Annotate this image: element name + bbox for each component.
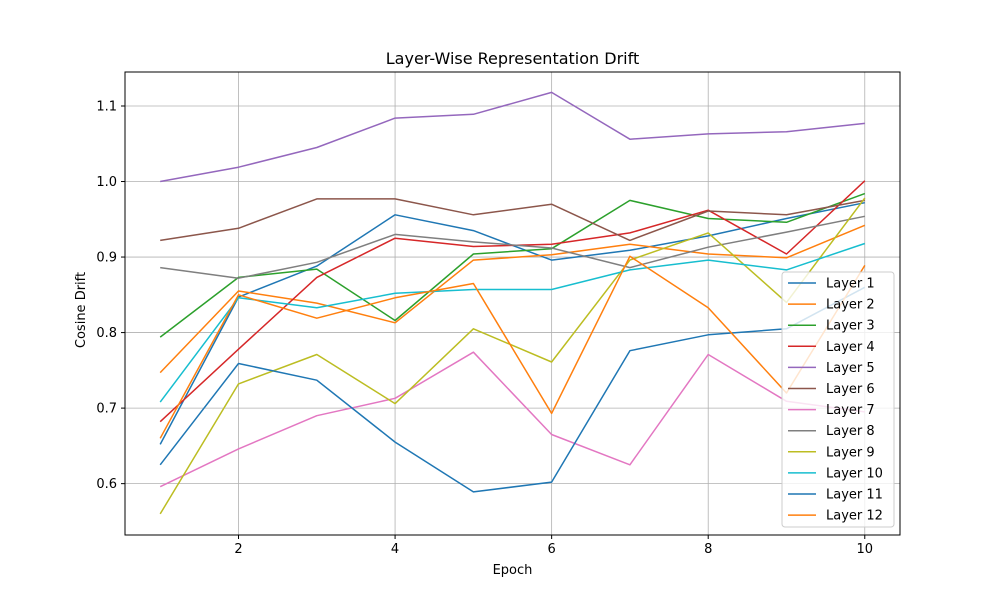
series-line-layer-9 (159, 197, 866, 515)
legend-entry-label: Layer 4 (826, 340, 875, 355)
series-line-layer-5 (160, 91, 865, 183)
chart-title: Layer-Wise Representation Drift (386, 49, 639, 68)
series-line-layer-8 (160, 215, 865, 279)
legend-entry-label: Layer 8 (826, 424, 875, 439)
y-tick-label: 1.1 (96, 99, 117, 114)
grid (125, 72, 900, 535)
legend-entry-label: Layer 7 (826, 403, 875, 418)
series-line-layer-3 (159, 192, 866, 338)
series-line-layer-12 (159, 255, 866, 439)
series-lines (159, 91, 866, 515)
y-tick-label: 0.7 (96, 402, 117, 417)
legend-entry-label: Layer 2 (826, 298, 875, 313)
legend: Layer 1 Layer 2 Layer 3 Layer 4 Layer 5 Layer… (781, 271, 895, 528)
legend-entry-label: Layer 6 (826, 382, 875, 397)
y-axis-label: Cosine Drift (74, 272, 89, 348)
series-line-layer-2 (159, 224, 866, 374)
x-axis-label: Epoch (493, 563, 533, 578)
x-tick-label: 6 (548, 542, 556, 557)
y-tick-label: 1.0 (96, 175, 117, 190)
y-tick-label: 0.9 (96, 251, 117, 266)
legend-entry-label: Layer 3 (826, 319, 875, 334)
x-tick-label: 10 (856, 542, 873, 557)
y-tick-label: 0.6 (96, 477, 117, 492)
plot-frame (124, 71, 901, 536)
x-tick-label: 8 (704, 542, 712, 557)
series-line-layer-10 (159, 242, 866, 403)
x-tick-label: 2 (234, 542, 242, 557)
legend-entry-label: Layer 1 (826, 277, 875, 292)
legend-entry-label: Layer 5 (826, 361, 875, 376)
series-line-layer-7 (159, 351, 865, 488)
legend-entry-label: Layer 10 (826, 466, 883, 481)
axis-ticks: 2 4 6 8 10 0.6 0.7 0.8 0.9 1.0 1.1 (96, 99, 873, 557)
x-tick-label: 4 (391, 542, 399, 557)
legend-entry-label: Layer 11 (826, 488, 883, 503)
series-line-layer-11 (159, 286, 866, 493)
legend-box (781, 271, 895, 528)
series-line-layer-6 (160, 198, 865, 242)
legend-entry-label: Layer 12 (826, 509, 883, 524)
legend-entry-label: Layer 9 (826, 445, 875, 460)
y-tick-label: 0.8 (96, 326, 117, 341)
